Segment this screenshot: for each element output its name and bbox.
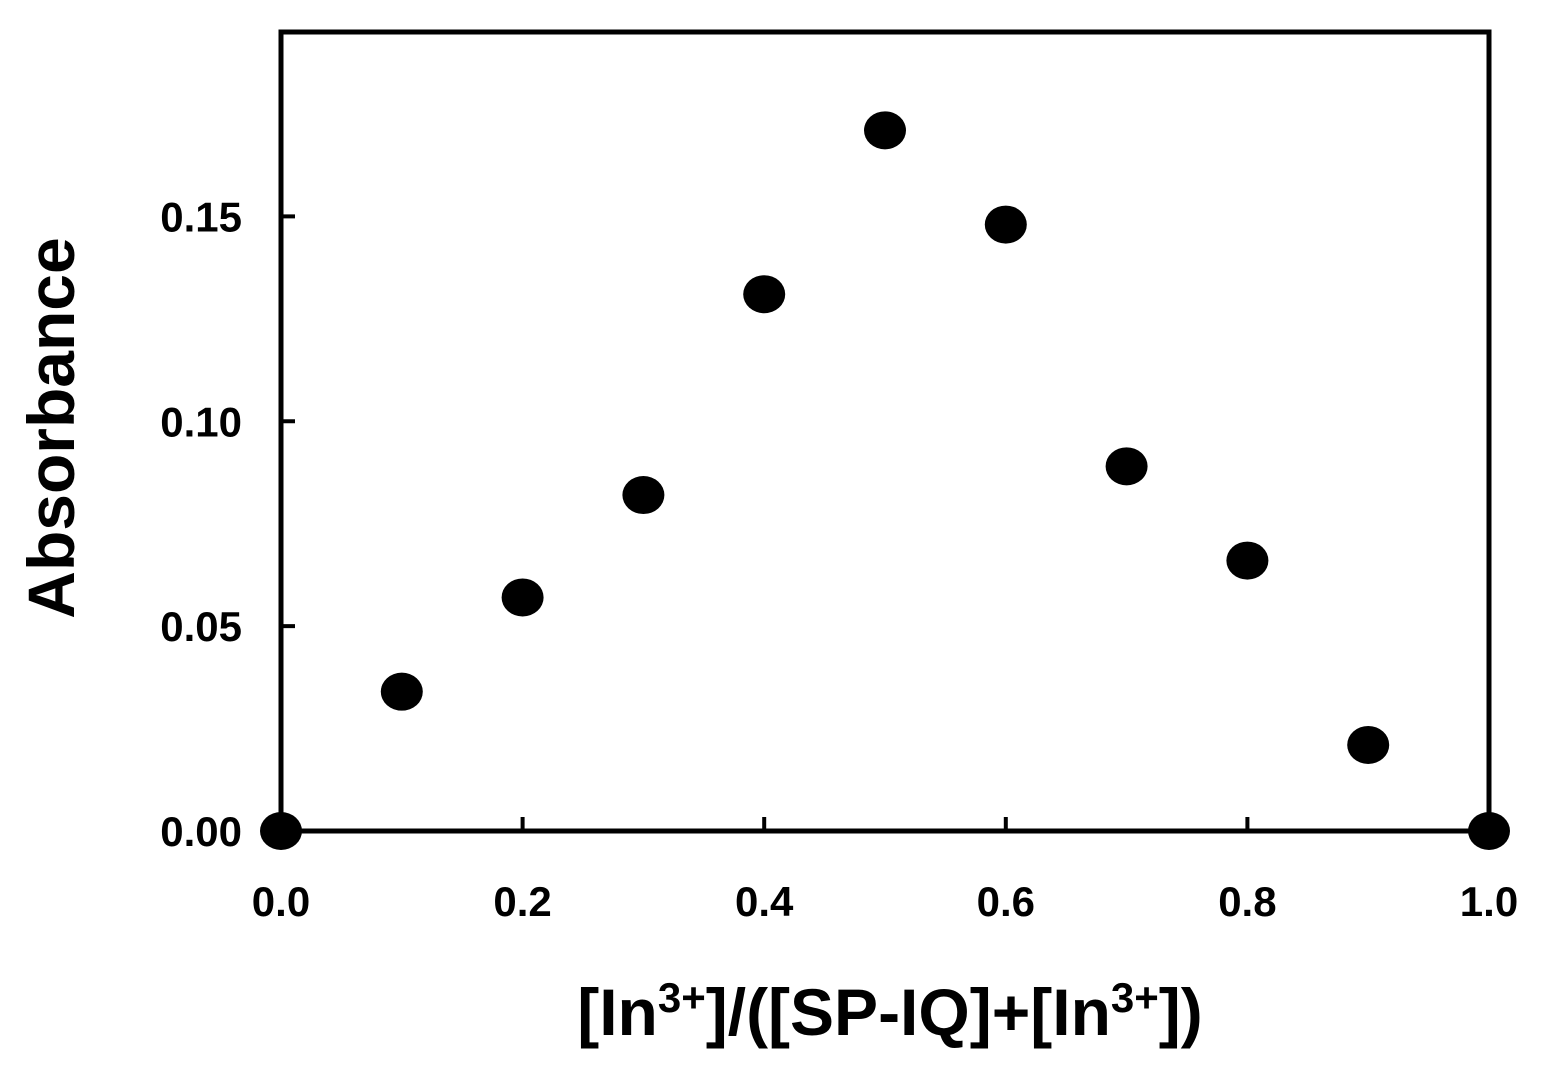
data-point: [743, 275, 786, 314]
x-axis-title: [In3+]/([SP-IQ]+[In3+]): [577, 974, 1203, 1050]
data-point: [501, 578, 544, 617]
y-axis-ticks: 0.00 0.05 0.10 0.15: [160, 193, 295, 855]
x-tick-label: 0.0: [252, 878, 310, 925]
x-tick-label: 1.0: [1460, 878, 1518, 925]
x-tick-label: 0.2: [493, 878, 551, 925]
data-point: [260, 812, 302, 850]
data-point: [1468, 812, 1510, 850]
plot-area: [278, 29, 1492, 834]
data-point: [864, 111, 906, 150]
data-point: [380, 672, 423, 711]
y-axis-title: Absorbance: [14, 237, 88, 618]
data-point: [1226, 541, 1269, 580]
data-point: [622, 476, 665, 515]
data-point: [1347, 725, 1390, 764]
x-axis-ticks: 0.0 0.2 0.4 0.6 0.8 1.0: [252, 817, 1518, 925]
y-tick-label: 0.10: [160, 398, 242, 445]
plot-frame: [278, 29, 1492, 834]
x-tick-label: 0.4: [735, 878, 794, 925]
y-tick-label: 0.15: [160, 193, 242, 240]
data-point: [1105, 447, 1148, 486]
x-tick-label: 0.8: [1218, 878, 1276, 925]
data-point: [984, 205, 1027, 244]
data-points: [260, 111, 1510, 850]
y-tick-label: 0.05: [160, 603, 242, 650]
y-tick-label: 0.00: [160, 808, 242, 855]
x-tick-label: 0.6: [977, 878, 1035, 925]
